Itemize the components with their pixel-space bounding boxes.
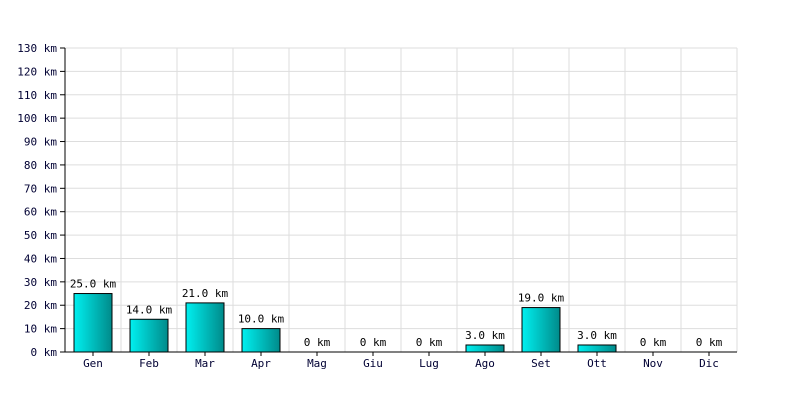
y-tick-label: 50 km bbox=[24, 229, 57, 242]
axes bbox=[60, 47, 737, 356]
y-tick-label: 130 km bbox=[17, 42, 57, 55]
y-tick-label: 110 km bbox=[17, 89, 57, 102]
value-labels: 25.0 km 14.0 km 21.0 km 10.0 km 0 km 0 km 0 km… bbox=[70, 278, 723, 349]
x-tick-label-mag: Mag bbox=[307, 357, 327, 370]
value-label-lug: 0 km bbox=[416, 336, 443, 349]
y-tick-label: 20 km bbox=[24, 299, 57, 312]
x-tick-labels: Gen Feb Mar Apr Mag Giu Lug Ago Set Ott Nov Dic bbox=[83, 357, 719, 370]
y-tick-label: 90 km bbox=[24, 136, 57, 149]
x-tick-label-giu: Giu bbox=[363, 357, 383, 370]
value-label-dic: 0 km bbox=[696, 336, 723, 349]
x-tick-label-feb: Feb bbox=[139, 357, 159, 370]
value-label-apr: 10.0 km bbox=[238, 313, 285, 326]
bar-mar bbox=[185, 302, 225, 353]
x-tick-label-ago: Ago bbox=[475, 357, 495, 370]
bar-ott bbox=[577, 344, 617, 353]
y-tick-label: 60 km bbox=[24, 206, 57, 219]
value-label-mag: 0 km bbox=[304, 336, 331, 349]
x-tick-label-dic: Dic bbox=[699, 357, 719, 370]
value-label-gen: 25.0 km bbox=[70, 278, 117, 291]
x-tick-label-gen: Gen bbox=[83, 357, 103, 370]
value-label-mar: 21.0 km bbox=[182, 287, 229, 300]
value-label-ott: 3.0 km bbox=[577, 329, 617, 342]
y-tick-label: 30 km bbox=[24, 276, 57, 289]
x-tick-label-nov: Nov bbox=[643, 357, 663, 370]
y-tick-label: 70 km bbox=[24, 182, 57, 195]
value-label-nov: 0 km bbox=[640, 336, 667, 349]
y-tick-label: 0 km bbox=[31, 346, 58, 359]
y-tick-label: 120 km bbox=[17, 65, 57, 78]
y-tick-label: 10 km bbox=[24, 323, 57, 336]
y-tick-label: 80 km bbox=[24, 159, 57, 172]
bar-apr bbox=[241, 328, 281, 353]
y-tick-labels: 0 km 10 km 20 km 30 km 40 km 50 km 60 km 70 km 8… bbox=[17, 42, 57, 359]
x-tick-label-ott: Ott bbox=[587, 357, 607, 370]
bar-set bbox=[521, 307, 561, 353]
value-label-ago: 3.0 km bbox=[465, 329, 505, 342]
bar-feb bbox=[129, 318, 169, 353]
value-label-feb: 14.0 km bbox=[126, 303, 173, 316]
x-tick-label-apr: Apr bbox=[251, 357, 271, 370]
value-label-set: 19.0 km bbox=[518, 292, 565, 305]
value-label-giu: 0 km bbox=[360, 336, 387, 349]
x-tick-label-lug: Lug bbox=[419, 357, 439, 370]
x-tick-label-set: Set bbox=[531, 357, 551, 370]
y-tick-label: 40 km bbox=[24, 252, 57, 265]
y-tick-label: 100 km bbox=[17, 112, 57, 125]
x-tick-label-mar: Mar bbox=[195, 357, 215, 370]
bar-gen bbox=[73, 293, 113, 353]
bar-ago bbox=[465, 344, 505, 353]
grid-lines bbox=[65, 47, 738, 352]
